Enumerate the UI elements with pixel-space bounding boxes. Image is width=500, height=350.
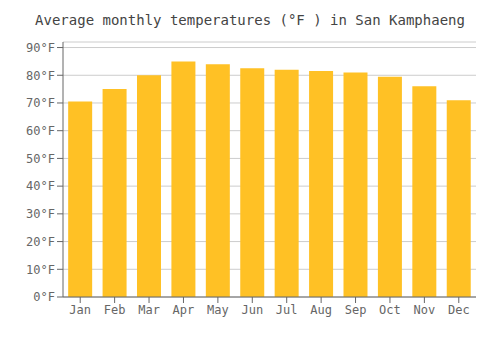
svg-text:Jan: Jan — [69, 303, 91, 317]
svg-text:May: May — [207, 303, 229, 317]
svg-text:Aug: Aug — [310, 303, 332, 317]
svg-text:Jul: Jul — [276, 303, 298, 317]
svg-text:40°F: 40°F — [26, 179, 55, 193]
svg-text:20°F: 20°F — [26, 235, 55, 249]
svg-text:30°F: 30°F — [26, 207, 55, 221]
svg-text:10°F: 10°F — [26, 263, 55, 277]
svg-text:Sep: Sep — [345, 303, 367, 317]
svg-text:Jun: Jun — [241, 303, 263, 317]
svg-text:60°F: 60°F — [26, 124, 55, 138]
svg-text:50°F: 50°F — [26, 152, 55, 166]
svg-text:90°F: 90°F — [26, 41, 55, 55]
svg-text:Apr: Apr — [173, 303, 195, 317]
svg-text:Nov: Nov — [414, 303, 436, 317]
svg-text:80°F: 80°F — [26, 69, 55, 83]
svg-text:Feb: Feb — [104, 303, 126, 317]
svg-text:70°F: 70°F — [26, 96, 55, 110]
html-text:Average monthly temperatures (: Average monthly temperatures (°F ) in Sa… — [35, 12, 465, 28]
svg-text:Dec: Dec — [448, 303, 470, 317]
svg-text:0°F: 0°F — [33, 290, 55, 304]
svg-text:Mar: Mar — [138, 303, 160, 317]
svg-text:Oct: Oct — [379, 303, 401, 317]
